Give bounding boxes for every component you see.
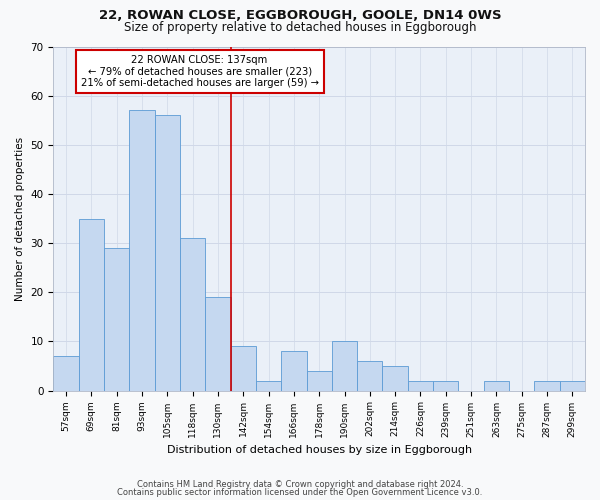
Text: 22, ROWAN CLOSE, EGGBOROUGH, GOOLE, DN14 0WS: 22, ROWAN CLOSE, EGGBOROUGH, GOOLE, DN14… <box>98 9 502 22</box>
Bar <box>79 218 104 390</box>
Bar <box>205 297 230 390</box>
Bar <box>382 366 408 390</box>
Bar <box>256 380 281 390</box>
Bar <box>53 356 79 390</box>
X-axis label: Distribution of detached houses by size in Eggborough: Distribution of detached houses by size … <box>167 445 472 455</box>
Bar <box>484 380 509 390</box>
Bar <box>130 110 155 390</box>
Text: Size of property relative to detached houses in Eggborough: Size of property relative to detached ho… <box>124 21 476 34</box>
Text: 22 ROWAN CLOSE: 137sqm
← 79% of detached houses are smaller (223)
21% of semi-de: 22 ROWAN CLOSE: 137sqm ← 79% of detached… <box>80 55 319 88</box>
Bar <box>357 361 382 390</box>
Bar <box>535 380 560 390</box>
Bar <box>180 238 205 390</box>
Text: Contains public sector information licensed under the Open Government Licence v3: Contains public sector information licen… <box>118 488 482 497</box>
Bar <box>408 380 433 390</box>
Bar <box>560 380 585 390</box>
Bar <box>155 116 180 390</box>
Bar <box>281 351 307 391</box>
Text: Contains HM Land Registry data © Crown copyright and database right 2024.: Contains HM Land Registry data © Crown c… <box>137 480 463 489</box>
Y-axis label: Number of detached properties: Number of detached properties <box>15 136 25 300</box>
Bar <box>433 380 458 390</box>
Bar <box>230 346 256 391</box>
Bar <box>332 342 357 390</box>
Bar <box>307 371 332 390</box>
Bar <box>104 248 130 390</box>
